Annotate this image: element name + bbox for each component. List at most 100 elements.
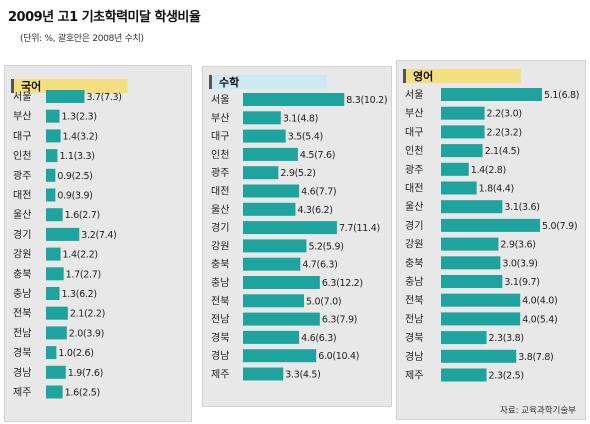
data-label-korean: 1.6(2.7) — [65, 210, 100, 221]
data-label-korean: 1.6(2.5) — [65, 388, 100, 399]
category-label-math: 경남 — [211, 349, 229, 362]
data-label-math: 3.1(4.8) — [283, 113, 318, 124]
data-label-korean: 2.1(2.2) — [70, 309, 105, 320]
data-label-english: 2.1(4.5) — [485, 146, 520, 157]
bar-korean — [46, 227, 80, 241]
bar-english — [441, 144, 483, 158]
bar-math — [243, 367, 284, 381]
data-label-math: 5.0(7.0) — [306, 296, 341, 307]
category-label-korean: 전북 — [13, 308, 31, 320]
bar-korean — [46, 129, 61, 143]
bar-korean — [46, 385, 63, 399]
header-marker-korean — [11, 79, 14, 93]
bar-english — [441, 293, 521, 307]
data-label-math: 4.5(7.6) — [300, 150, 335, 161]
bar-korean — [46, 365, 66, 379]
category-label-math: 충남 — [211, 277, 229, 289]
category-label-korean: 서울 — [13, 91, 31, 103]
data-label-math: 4.7(6.3) — [302, 260, 337, 271]
category-label-korean: 울산 — [13, 209, 31, 221]
data-label-english: 2.2(3.0) — [487, 109, 522, 120]
data-label-english: 2.2(3.2) — [487, 127, 522, 138]
data-label-korean: 1.3(2.3) — [62, 112, 97, 123]
bar-math — [243, 93, 345, 106]
data-label-math: 4.6(7.7) — [301, 187, 336, 198]
bar-math — [243, 202, 296, 216]
category-label-english: 광주 — [405, 164, 423, 176]
category-label-korean: 대구 — [13, 130, 31, 142]
data-label-english: 4.0(5.4) — [522, 314, 557, 325]
data-label-math: 6.3(7.9) — [322, 315, 357, 326]
header-band-english — [403, 69, 521, 83]
bar-korean — [46, 168, 56, 182]
data-label-korean: 1.9(7.6) — [68, 368, 103, 379]
panel-korean: 국어 서울 3.7(7.3) 부산 1.3(2.3) 대구 1.4(3.2) 인천 1.1(3.… — [4, 65, 192, 422]
data-label-korean: 1.4(3.2) — [63, 131, 98, 142]
bar-math — [243, 276, 320, 289]
category-label-korean: 충북 — [13, 268, 31, 280]
category-label-english: 울산 — [405, 201, 423, 213]
bar-korean — [46, 326, 67, 340]
panel-title-english: 영어 — [413, 69, 433, 83]
bar-english — [441, 368, 487, 382]
chart-subtitle: (단위: %, 괄호안은 2008년 수치) — [20, 34, 144, 44]
data-label-english: 4.0(4.0) — [522, 296, 557, 307]
panel-english: 영어 서울 5.1(6.8) 부산 2.2(3.0) 대구 2.2(3.2) 인천 2.1(4.… — [396, 60, 586, 420]
bar-math — [243, 294, 304, 308]
category-label-korean: 광주 — [13, 170, 31, 182]
bar-math — [243, 349, 317, 363]
category-label-english: 경기 — [405, 219, 423, 232]
data-label-english: 5.1(6.8) — [544, 90, 579, 101]
bar-korean — [46, 188, 56, 202]
data-label-english: 3.1(9.7) — [504, 277, 539, 288]
bar-korean — [46, 208, 63, 222]
data-label-math: 3.3(4.5) — [285, 370, 320, 381]
bar-math — [243, 129, 286, 143]
panel-math: 수학 서울 8.3(10.2) 부산 3.1(4.8) 대구 3.5(5.4) 인천 4.5(7… — [202, 66, 392, 407]
source-note: 자료: 교육과학기술부 — [500, 406, 576, 416]
category-label-math: 제주 — [211, 369, 229, 381]
header-marker-math — [209, 75, 212, 89]
category-label-english: 전북 — [405, 295, 423, 307]
category-label-math: 경기 — [211, 221, 229, 234]
data-label-korean: 2.0(3.9) — [69, 328, 104, 339]
category-label-korean: 경기 — [13, 228, 31, 241]
category-label-english: 인천 — [405, 145, 423, 157]
category-label-english: 부산 — [405, 108, 423, 120]
category-label-english: 대전 — [405, 183, 423, 195]
category-label-english: 전남 — [405, 313, 423, 325]
data-label-english: 2.3(3.8) — [489, 333, 524, 344]
header-marker-english — [403, 69, 406, 83]
bar-english — [441, 256, 501, 270]
bar-english — [441, 162, 469, 176]
bar-math — [243, 239, 307, 253]
category-label-math: 인천 — [211, 149, 229, 161]
bar-korean — [46, 267, 64, 281]
bar-math — [243, 312, 320, 326]
data-label-english: 1.8(4.4) — [479, 184, 514, 195]
panel-title-korean: 국어 — [21, 79, 41, 93]
category-label-math: 부산 — [211, 112, 229, 124]
data-label-math: 2.9(5.2) — [280, 168, 315, 179]
bar-english — [441, 88, 542, 101]
panel-title-math: 수학 — [219, 75, 239, 89]
bar-math — [243, 111, 281, 125]
data-label-korean: 1.0(2.6) — [58, 348, 93, 359]
data-label-math: 4.3(6.2) — [297, 205, 332, 216]
data-label-math: 4.6(6.3) — [301, 333, 336, 344]
header-band-korean — [11, 79, 128, 93]
category-label-korean: 충남 — [13, 288, 31, 300]
category-label-math: 경북 — [211, 331, 229, 344]
category-label-english: 충북 — [405, 257, 423, 269]
bar-korean — [46, 247, 61, 261]
bar-english — [441, 125, 485, 139]
category-label-english: 서울 — [405, 89, 423, 101]
category-label-english: 경남 — [405, 350, 423, 363]
category-label-english: 강원 — [405, 239, 423, 251]
data-label-english: 3.0(3.9) — [502, 258, 537, 269]
bar-korean — [46, 346, 57, 360]
bar-english — [441, 275, 503, 288]
data-label-english: 5.0(7.9) — [542, 221, 577, 232]
category-label-math: 충북 — [211, 259, 229, 271]
